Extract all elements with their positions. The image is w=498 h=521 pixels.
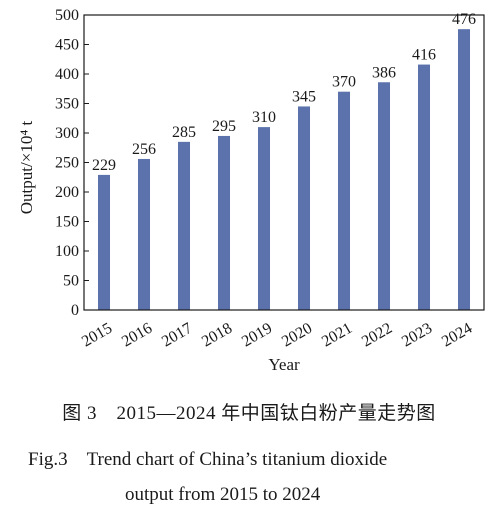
- bar-value-label-2023: 416: [412, 47, 436, 64]
- y-tick-label: 300: [55, 125, 79, 142]
- bar-value-label-2020: 345: [292, 88, 316, 105]
- bar-2023: [418, 64, 430, 310]
- figure-caption-chinese: 图 3 2015—2024 年中国钛白粉产量走势图: [62, 403, 436, 424]
- x-tick-label: 2015: [79, 320, 115, 351]
- bar-value-label-2019: 310: [252, 109, 276, 126]
- bar-value-label-2024: 476: [452, 11, 476, 28]
- bar-2020: [298, 106, 310, 310]
- plot-frame: [83, 14, 485, 311]
- y-axis-title: Output/×10⁴ t: [17, 121, 36, 215]
- bar-value-label-2015: 229: [92, 157, 116, 174]
- bar-2015: [98, 174, 110, 310]
- bars: [98, 29, 470, 310]
- bar-chart: 0 50 100 150 200 250 300 350 400 450 500 229 256 285…: [17, 7, 485, 374]
- figure-caption-english-line-2: output from 2015 to 2024: [125, 484, 321, 505]
- bar-2017: [178, 141, 190, 310]
- x-tick-label: 2023: [399, 320, 435, 351]
- bar-value-label-2017: 285: [172, 124, 196, 141]
- bar-value-label-2018: 295: [212, 118, 236, 135]
- bar-2021: [338, 91, 350, 310]
- y-tick-label: 350: [55, 96, 79, 113]
- x-tick-label: 2017: [159, 320, 195, 351]
- y-tick-label: 500: [55, 7, 79, 24]
- bar-2022: [378, 82, 390, 310]
- bar-value-label-2022: 386: [372, 64, 396, 81]
- x-tick-label: 2018: [199, 320, 235, 351]
- y-tick-label: 150: [55, 214, 79, 231]
- y-tick-label: 50: [63, 273, 79, 290]
- bar-data-labels: 229 256 285 295 310 345 370 386 416 476: [92, 11, 476, 174]
- bar-2024: [458, 29, 470, 310]
- x-tick-label: 2016: [119, 320, 155, 351]
- y-tick-label: 250: [55, 155, 79, 172]
- x-axis-title: Year: [268, 355, 300, 374]
- y-tick-label: 100: [55, 243, 79, 260]
- x-axis-ticks: 2015 2016 2017 2018 2019 2020 2021 2022 2023 2024: [79, 320, 475, 351]
- x-tick-label: 2019: [239, 320, 275, 351]
- y-tick-label: 450: [55, 37, 79, 54]
- y-axis-ticks: 0 50 100 150 200 250 300 350 400 450 500: [55, 7, 89, 319]
- bar-2016: [138, 158, 150, 310]
- figure-caption-english-line-1: Fig.3 Trend chart of China’s titanium di…: [28, 449, 388, 470]
- y-tick-label: 0: [71, 302, 79, 319]
- x-tick-label: 2022: [359, 320, 395, 351]
- bar-value-label-2016: 256: [132, 141, 156, 158]
- x-tick-label: 2020: [279, 320, 315, 351]
- bar-value-label-2021: 370: [332, 74, 356, 91]
- bar-2018: [218, 135, 230, 310]
- bar-2019: [258, 127, 270, 310]
- y-tick-label: 400: [55, 66, 79, 83]
- y-tick-label: 200: [55, 184, 79, 201]
- x-tick-label: 2021: [319, 320, 355, 351]
- x-tick-label: 2024: [439, 320, 475, 351]
